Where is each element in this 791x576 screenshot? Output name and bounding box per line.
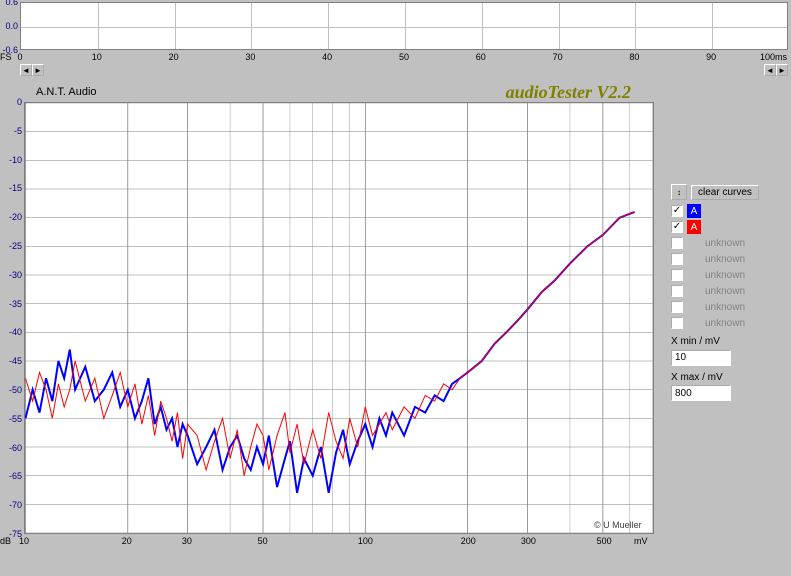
brand-label: audioTester V2.2 xyxy=(506,82,631,103)
top-xtick: 0 xyxy=(17,52,22,62)
main-xtick: 20 xyxy=(122,536,132,546)
top-scroll-right-1[interactable]: ► xyxy=(32,64,44,76)
main-chart-area xyxy=(24,102,654,534)
top-xtick: 20 xyxy=(169,52,179,62)
curve-checkbox[interactable]: ✓ xyxy=(671,221,683,233)
top-scroll-left-2[interactable]: ◄ xyxy=(764,64,776,76)
top-xtick: 90 xyxy=(706,52,716,62)
main-ytick: -65 xyxy=(0,471,22,481)
main-xtick: 50 xyxy=(258,536,268,546)
top-xtick: 10 xyxy=(92,52,102,62)
curve-color-swatch[interactable] xyxy=(687,316,701,330)
top-scroll-right-2[interactable]: ► xyxy=(776,64,788,76)
x-unit-label: mV xyxy=(634,536,648,546)
top-scroll-left-1[interactable]: ◄ xyxy=(20,64,32,76)
curve-color-swatch[interactable] xyxy=(687,236,701,250)
top-ytick: -0.6 xyxy=(0,45,18,55)
curve-color-swatch[interactable] xyxy=(687,268,701,282)
chart-title: A.N.T. Audio xyxy=(36,86,97,98)
top-ytick: 0.6 xyxy=(0,0,18,7)
top-xtick: 50 xyxy=(399,52,409,62)
main-ytick: -50 xyxy=(0,385,22,395)
main-ytick: -25 xyxy=(0,241,22,251)
main-ytick: -70 xyxy=(0,500,22,510)
curve-row: unknown xyxy=(671,300,783,314)
main-ytick: -20 xyxy=(0,212,22,222)
curve-row: unknown xyxy=(671,268,783,282)
main-ytick: -40 xyxy=(0,327,22,337)
main-xtick: 200 xyxy=(461,536,476,546)
curve-label: unknown xyxy=(705,238,745,249)
series-A_red xyxy=(25,212,634,476)
top-oscilloscope-panel: FS 100ms ◄ ► ◄ ► 0.60.0-0.60102030405060… xyxy=(0,0,791,76)
main-ytick: -45 xyxy=(0,356,22,366)
main-ytick: -30 xyxy=(0,270,22,280)
expand-icon[interactable]: ↕ xyxy=(671,184,687,200)
main-ytick: 0 xyxy=(0,97,22,107)
top-chart-area xyxy=(20,2,788,50)
curve-checkbox[interactable] xyxy=(671,253,683,265)
curve-color-swatch[interactable] xyxy=(687,252,701,266)
top-xtick: 80 xyxy=(629,52,639,62)
series-A_blue xyxy=(25,212,634,493)
curve-checkbox[interactable] xyxy=(671,269,683,281)
top-xtick: 60 xyxy=(476,52,486,62)
y-unit-label: dB xyxy=(0,536,11,546)
curve-row: ✓A xyxy=(671,220,783,234)
curve-label: unknown xyxy=(705,270,745,281)
x-min-input[interactable] xyxy=(671,350,731,366)
x-max-label: X max / mV xyxy=(671,372,783,383)
curve-checkbox[interactable] xyxy=(671,301,683,313)
main-ytick: -10 xyxy=(0,155,22,165)
curve-label: unknown xyxy=(705,302,745,313)
curve-checkbox[interactable] xyxy=(671,237,683,249)
main-ytick: -35 xyxy=(0,299,22,309)
main-xtick: 10 xyxy=(19,536,29,546)
main-xtick: 100 xyxy=(358,536,373,546)
main-ytick: -55 xyxy=(0,414,22,424)
curve-color-swatch[interactable] xyxy=(687,300,701,314)
curve-row: ✓A xyxy=(671,204,783,218)
sidebar: ↕ clear curves ✓A✓Aunknownunknownunknown… xyxy=(671,184,783,401)
top-scrollbar: ◄ ► ◄ ► xyxy=(20,64,788,76)
top-xtick: 30 xyxy=(245,52,255,62)
curve-row: unknown xyxy=(671,252,783,266)
main-panel: A.N.T. Audio audioTester V2.2 ↕ clear cu… xyxy=(0,82,791,576)
curve-checkbox[interactable] xyxy=(671,285,683,297)
curve-checkbox[interactable] xyxy=(671,317,683,329)
main-ytick: -5 xyxy=(0,126,22,136)
main-ytick: -60 xyxy=(0,443,22,453)
main-xtick: 300 xyxy=(521,536,536,546)
x-max-input[interactable] xyxy=(671,385,731,401)
top-x-unit: 100ms xyxy=(760,52,787,62)
curve-checkbox[interactable]: ✓ xyxy=(671,205,683,217)
curve-row: unknown xyxy=(671,236,783,250)
copyright-label: © U Mueller xyxy=(594,520,642,530)
curve-color-swatch[interactable] xyxy=(687,284,701,298)
curve-list: ✓A✓Aunknownunknownunknownunknownunknownu… xyxy=(671,204,783,330)
main-xtick: 30 xyxy=(182,536,192,546)
main-chart-svg xyxy=(25,103,653,533)
curve-label: unknown xyxy=(705,286,745,297)
curve-color-swatch[interactable]: A xyxy=(687,220,701,234)
curve-label: unknown xyxy=(705,318,745,329)
curve-label: unknown xyxy=(705,254,745,265)
top-xtick: 40 xyxy=(322,52,332,62)
top-ytick: 0.0 xyxy=(0,21,18,31)
clear-curves-button[interactable]: clear curves xyxy=(691,185,759,200)
top-xtick: 70 xyxy=(553,52,563,62)
curve-row: unknown xyxy=(671,316,783,330)
main-xtick: 500 xyxy=(597,536,612,546)
curve-row: unknown xyxy=(671,284,783,298)
x-min-label: X min / mV xyxy=(671,336,783,347)
curve-color-swatch[interactable]: A xyxy=(687,204,701,218)
main-ytick: -15 xyxy=(0,183,22,193)
